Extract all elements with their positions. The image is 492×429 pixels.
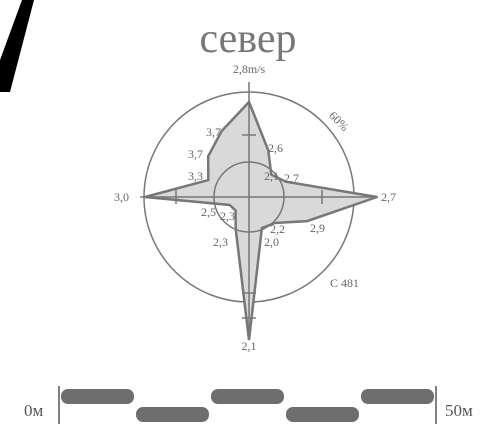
station-label: С 481 [330, 276, 359, 290]
label-nne: 2,6 [268, 141, 283, 155]
label-ne: 2,7 [284, 171, 299, 185]
scale-right-label: 50м [445, 401, 473, 420]
scale-segment [286, 407, 359, 422]
scale-segment [361, 389, 434, 404]
north-speed-label: 2,8m/s [233, 62, 266, 76]
wind-rose-polygon [144, 99, 378, 341]
scale-segment [61, 389, 134, 404]
north-slash-mark [0, 0, 34, 92]
label-se: 2,2 [270, 222, 285, 236]
arm-ticks [175, 134, 323, 319]
direction-labels: 2,6 2,7 2,1 2,9 2,22,0 2,3 2,3 2,5 3,3 3,73,7 2,7 2… [114, 125, 396, 353]
label-wsw: 2,5 [201, 205, 216, 219]
label-ese: 2,9 [310, 221, 325, 235]
label-e: 2,7 [381, 190, 396, 204]
label-s: 2,1 [242, 339, 257, 353]
inner-label-ne: 2,1 [264, 169, 279, 183]
label-nw: 3,7 [188, 147, 203, 161]
label-ssw: 2,3 [213, 235, 228, 249]
label-nnw: 3,7 [206, 125, 221, 139]
scale-segment [136, 407, 209, 422]
label-w: 3,0 [114, 190, 129, 204]
scale-left-label: 0м [24, 401, 44, 420]
scale-segments [61, 389, 434, 422]
map-title: север [199, 16, 296, 62]
label-wnw: 3,3 [188, 169, 203, 183]
label-sw: 2,3 [220, 209, 235, 223]
scale-segment [211, 389, 284, 404]
label-sse: 2,0 [264, 235, 279, 249]
